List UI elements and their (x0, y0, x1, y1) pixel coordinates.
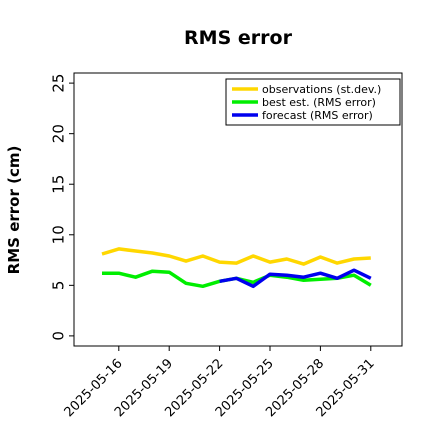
y-tick-label: 0 (50, 331, 68, 341)
legend-label-0: observations (st.dev.) (262, 83, 381, 96)
y-tick-label: 10 (50, 225, 68, 244)
series-line-0 (101, 247, 371, 266)
series-line-2 (219, 268, 372, 289)
chart-title: RMS error (184, 27, 293, 49)
plot-frame (73, 72, 403, 347)
legend: observations (st.dev.)best est. (RMS err… (225, 78, 401, 126)
y-tick-label: 15 (50, 175, 68, 194)
legend-label-2: forecast (RMS error) (262, 109, 373, 122)
y-axis-label: RMS error (cm) (5, 146, 23, 275)
legend-label-1: best est. (RMS error) (262, 96, 376, 109)
y-tick-label: 25 (50, 74, 68, 93)
y-axis: 0 5 10 15 20 25 (50, 74, 74, 341)
y-tick-label: 5 (50, 281, 68, 291)
series-lines (101, 247, 372, 289)
y-tick-label: 20 (50, 124, 68, 143)
x-axis: 2025-05-162025-05-192025-05-222025-05-25… (62, 346, 378, 420)
